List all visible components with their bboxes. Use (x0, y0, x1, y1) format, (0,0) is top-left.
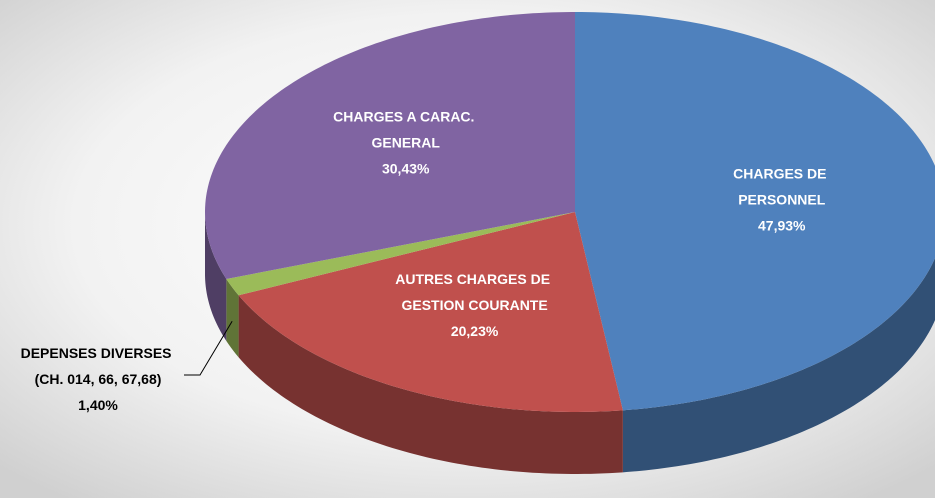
slice-label: CHARGES DE PERSONNEL (733, 166, 830, 208)
slice-label: AUTRES CHARGES DE GESTION COURANTE (395, 271, 554, 313)
slice-side (238, 295, 623, 474)
slice-value-label: 30,43% (382, 160, 430, 176)
slice (575, 12, 935, 411)
slice-value-label: 47,93% (758, 218, 806, 234)
slice-label: DEPENSES DIVERSES (CH. 014, 66, 67,68) (21, 345, 176, 387)
slice-side (622, 258, 935, 473)
slice (238, 212, 623, 412)
slice-label: CHARGES A CARAC. GENERAL (333, 108, 478, 150)
slice (226, 212, 575, 296)
slice-value-label: 1,40% (78, 397, 118, 413)
slice-value-label: 20,23% (451, 323, 499, 339)
slice-side (205, 212, 227, 341)
slice-side (226, 278, 239, 358)
leader-line (184, 321, 233, 376)
slice (205, 12, 575, 279)
